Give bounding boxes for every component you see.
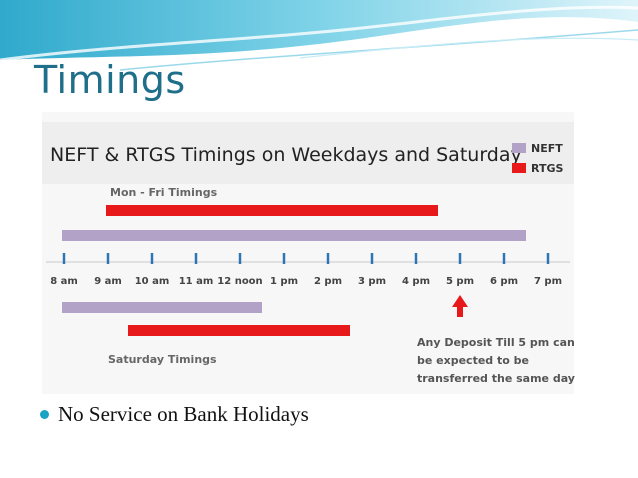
- slide-title: Timings: [34, 58, 186, 102]
- tick-label: 1 pm: [270, 276, 298, 287]
- tick-label: 5 pm: [446, 276, 474, 287]
- tick-label: 10 am: [135, 276, 170, 287]
- legend-swatch-rtgs: [512, 163, 526, 173]
- weekday-section-label: Mon - Fri Timings: [110, 186, 218, 199]
- saturday-section-label: Saturday Timings: [108, 353, 217, 366]
- legend: NEFT RTGS: [512, 138, 563, 178]
- legend-swatch-neft: [512, 143, 526, 153]
- tick-label: 2 pm: [314, 276, 342, 287]
- bar-neft-saturday: [62, 302, 262, 313]
- annotation-line-2: be expected to be: [417, 354, 529, 367]
- timeline-plot: 8 am 9 am 10 am 11 am 12 noon 1 pm 2 pm 3 pm 4 p…: [46, 205, 570, 336]
- bullet-text: No Service on Bank Holidays: [58, 402, 309, 426]
- annotation-line-1: Any Deposit Till 5 pm can: [417, 336, 575, 349]
- timing-chart: NEFT & RTGS Timings on Weekdays and Satu…: [42, 112, 575, 394]
- legend-item-neft: NEFT: [512, 138, 563, 158]
- annotation-line-3: transferred the same day: [417, 372, 575, 385]
- legend-label-neft: NEFT: [531, 141, 563, 155]
- chart-header: NEFT & RTGS Timings on Weekdays and Satu…: [42, 122, 574, 184]
- legend-label-rtgs: RTGS: [531, 161, 564, 175]
- bar-rtgs-weekday: [106, 205, 438, 216]
- legend-item-rtgs: RTGS: [512, 158, 563, 178]
- bullet-item: No Service on Bank Holidays: [40, 402, 309, 427]
- chart-title: NEFT & RTGS Timings on Weekdays and Satu…: [50, 144, 522, 166]
- tick-label: 7 pm: [534, 276, 562, 287]
- header-wave-decoration: [0, 0, 638, 71]
- tick-label: 8 am: [50, 276, 78, 287]
- bar-neft-weekday: [62, 230, 526, 241]
- tick-label: 9 am: [94, 276, 122, 287]
- tick-label: 4 pm: [402, 276, 430, 287]
- tick-label: 12 noon: [217, 276, 262, 287]
- tick-label: 3 pm: [358, 276, 386, 287]
- bullet-dot-icon: [40, 410, 49, 419]
- tick-label: 11 am: [179, 276, 214, 287]
- tick-label: 6 pm: [490, 276, 518, 287]
- up-arrow-icon: [452, 295, 468, 317]
- bar-rtgs-saturday: [128, 325, 350, 336]
